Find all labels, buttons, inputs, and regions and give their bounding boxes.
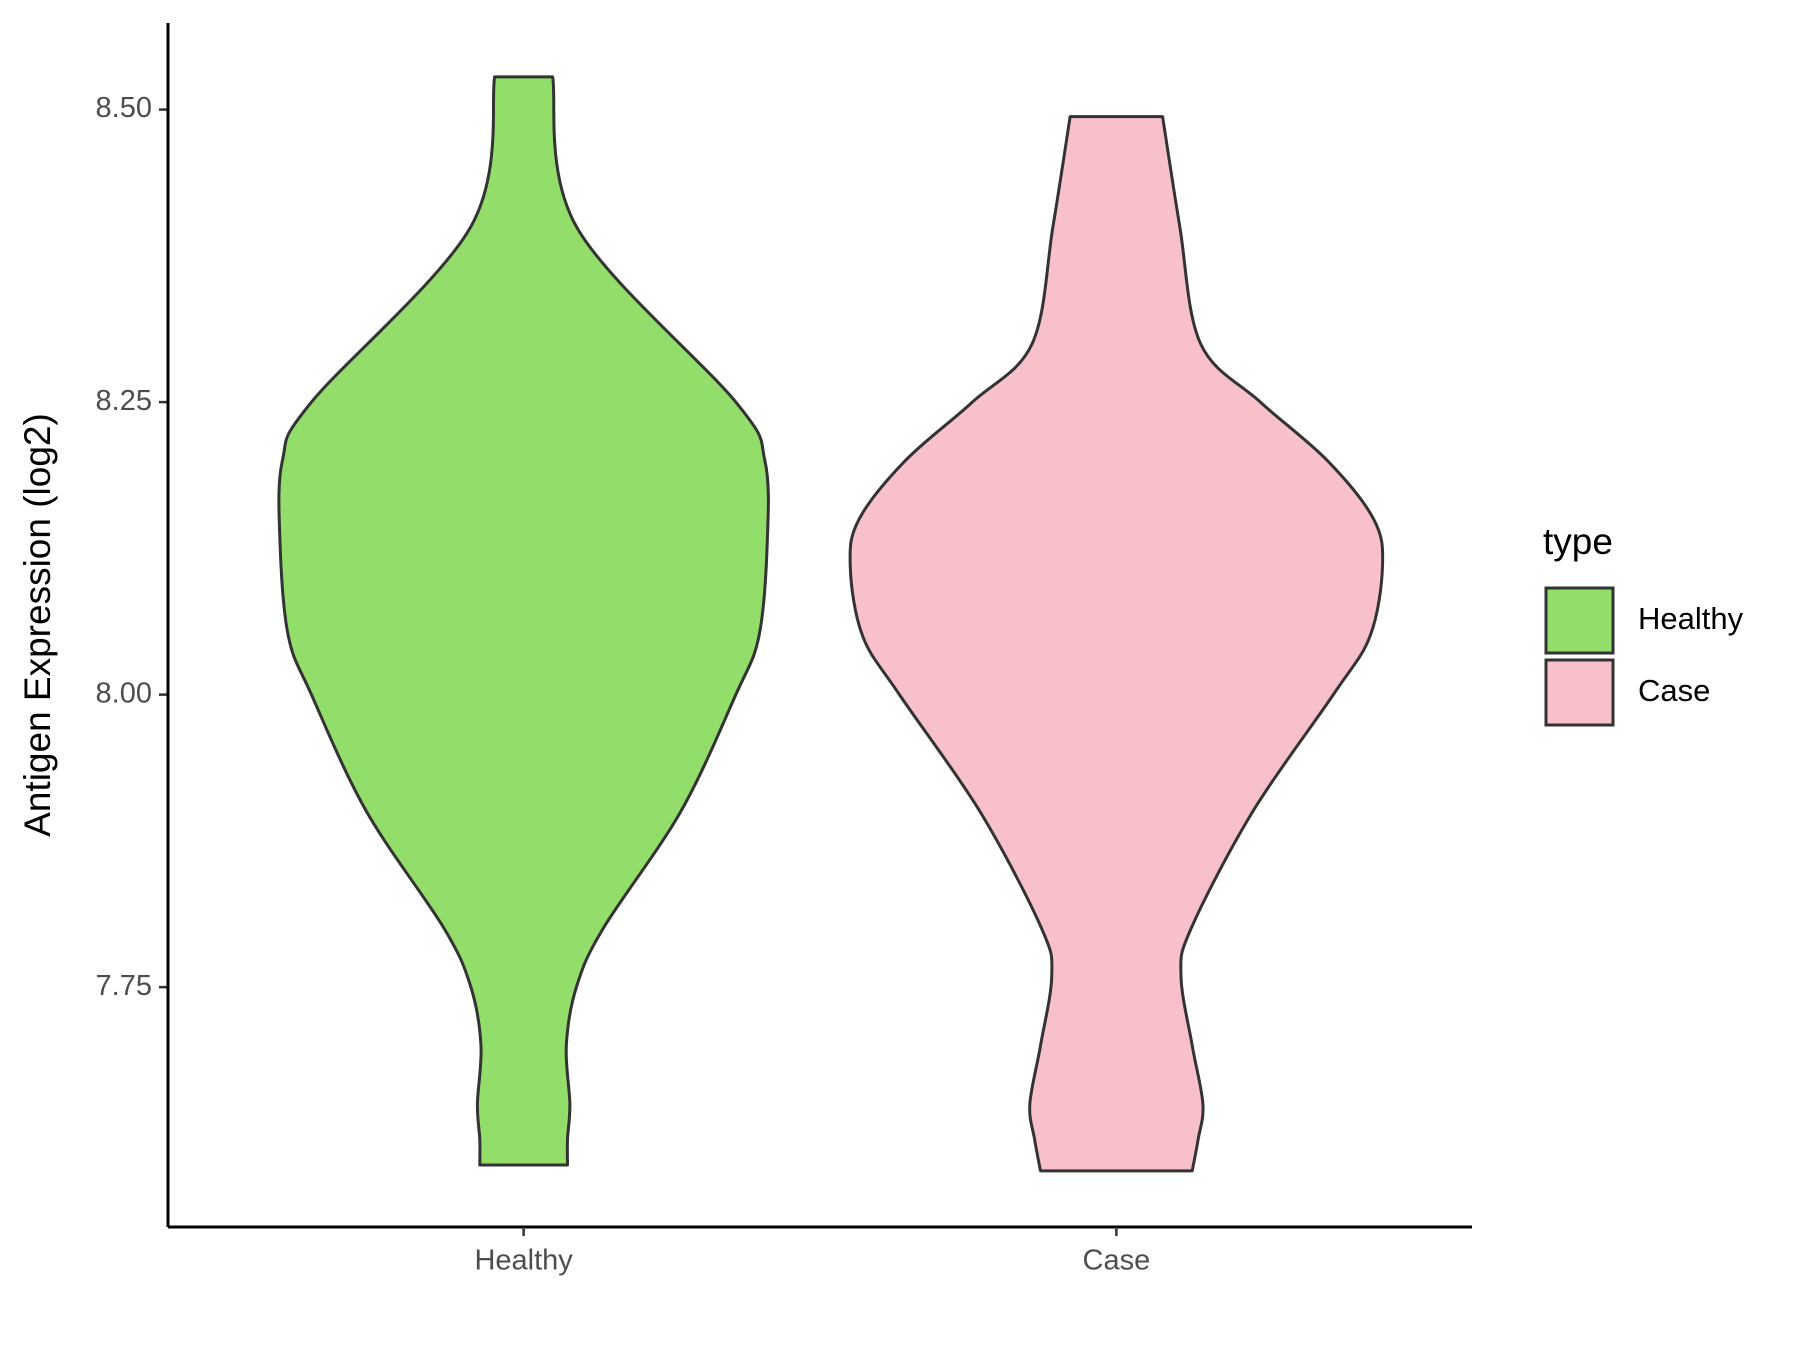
x-tick-label: Healthy — [474, 1245, 573, 1277]
y-tick-label: 8.00 — [96, 677, 152, 709]
legend-key — [1544, 658, 1615, 727]
violin — [848, 115, 1385, 1173]
legend-key — [1544, 586, 1615, 655]
y-tick-label: 8.25 — [96, 385, 152, 417]
y-axis-title: Antigen Expression (log2) — [17, 413, 58, 837]
violin — [277, 75, 770, 1167]
legend-label: Case — [1638, 673, 1710, 708]
x-tick-label: Case — [1083, 1245, 1151, 1277]
y-tick-label: 8.50 — [96, 92, 152, 124]
legend-label: Healthy — [1638, 601, 1744, 636]
y-tick-label: 7.75 — [96, 970, 152, 1002]
legend-title: type — [1543, 521, 1613, 562]
